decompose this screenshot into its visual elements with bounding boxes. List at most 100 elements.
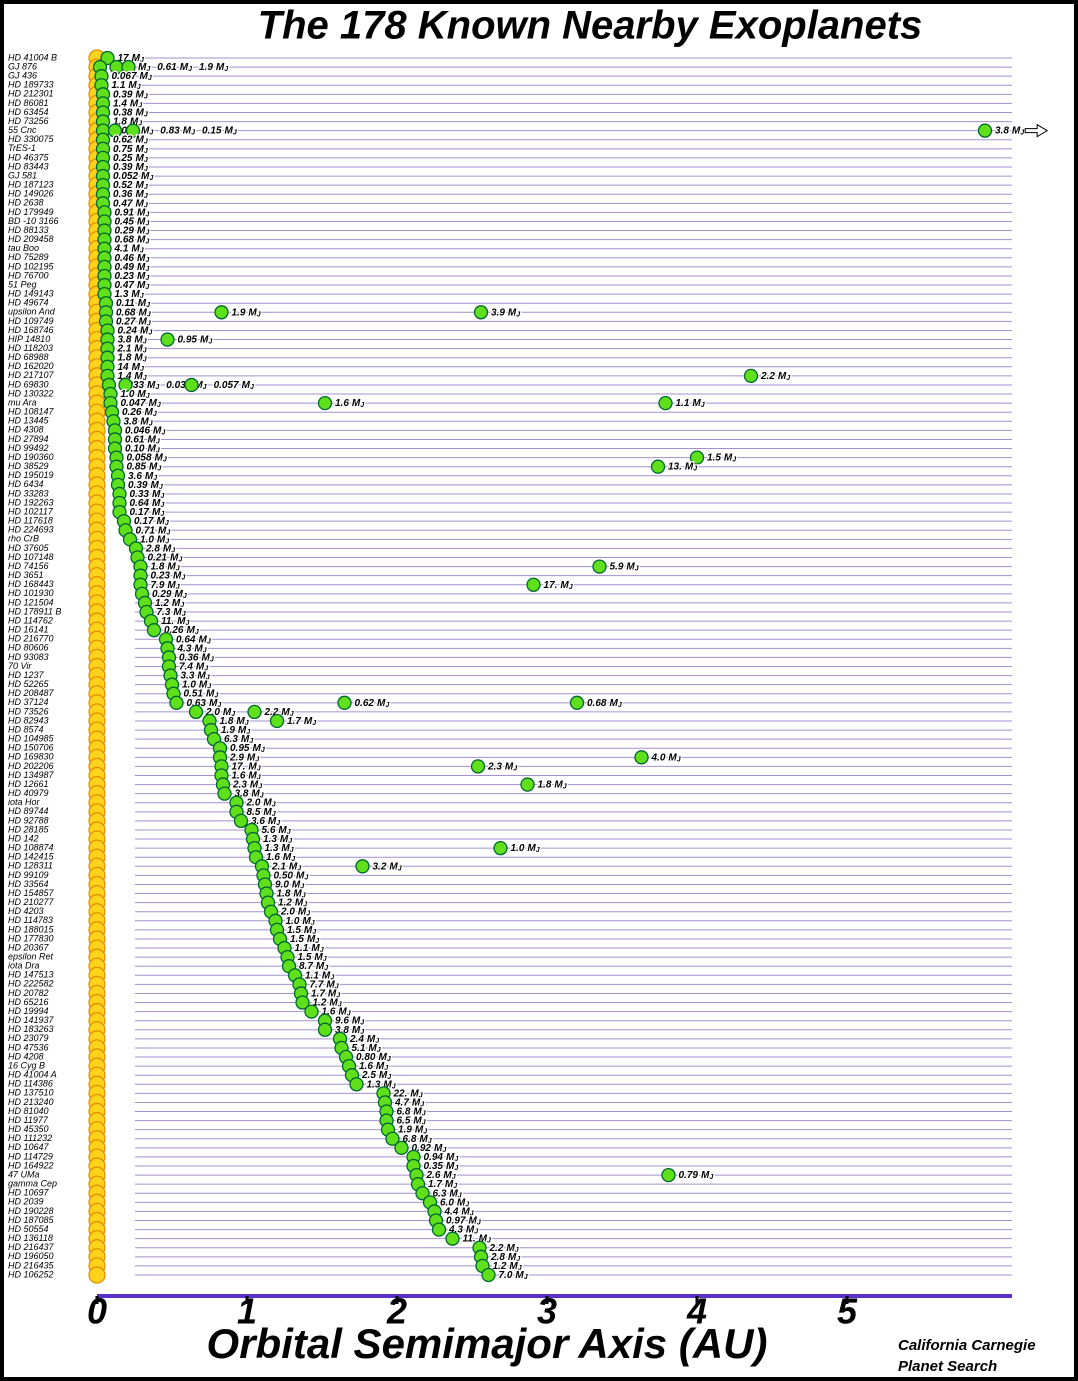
mass-unit-sub: J (536, 847, 541, 854)
mass-unit: M (236, 716, 245, 727)
mass-value: 0.052 (113, 171, 138, 182)
mass-unit-sub: J (250, 384, 255, 391)
star-name: HD 224693 (8, 525, 54, 535)
mass-value: 1.1 (676, 398, 690, 409)
mass-unit-sub: J (171, 547, 176, 554)
mass-value: 2.5 (361, 1070, 376, 1081)
mass-value: 6.8 (397, 1106, 411, 1117)
planet-mass-label: 2.3 MJ (232, 779, 263, 790)
planet (977, 123, 993, 138)
planet (394, 1140, 409, 1156)
planet-mass-label: 3.2 MJ (373, 861, 403, 872)
planet-mass-label: 0.057 MJ (214, 380, 255, 391)
planet-mass-label: 0.50 MJ (274, 870, 310, 881)
mass-unit-sub: J (165, 538, 170, 545)
mass-value: 2.0 (280, 906, 295, 917)
mass-unit: M (506, 1242, 515, 1253)
planet (269, 713, 285, 729)
mass-unit-sub: J (323, 956, 328, 963)
mass-unit-sub: J (563, 783, 568, 790)
mass-unit: M (167, 579, 176, 590)
star-name: HD 82943 (8, 715, 49, 725)
star-name: HD 216770 (8, 634, 54, 644)
planet-mass-label: 1.5 MJ (290, 934, 320, 945)
off-scale-arrow (1024, 123, 1049, 138)
mass-unit: M (322, 970, 331, 981)
mass-unit-sub: J (207, 638, 212, 645)
star-name: HD 13445 (8, 416, 50, 426)
planet (125, 123, 141, 138)
mass-unit-sub: J (569, 584, 574, 591)
mass-unit-sub: J (300, 883, 305, 890)
mass-value: 4.3 (177, 643, 192, 654)
planet-mass-label: 1.4 MJ (113, 98, 143, 109)
mass-value: 4.0 (651, 752, 666, 763)
star-name: HD 93083 (8, 652, 49, 662)
mass-unit: M (147, 443, 156, 454)
planet-mass-label: 1.0 MJ (121, 389, 151, 400)
star-name: HD 10647 (8, 1142, 50, 1152)
planet-mass-label: 17. MJ (544, 579, 574, 590)
mass-unit: M (527, 843, 536, 854)
mass-unit: M (383, 1079, 392, 1090)
mass-unit-sub: J (260, 792, 265, 799)
star-name: HD 190360 (8, 452, 54, 462)
mass-unit: M (250, 779, 259, 790)
mass-unit: M (328, 988, 337, 999)
mass-unit: M (134, 343, 143, 354)
mass-unit-sub: J (143, 338, 148, 345)
star-name: HD 164922 (8, 1160, 54, 1170)
star-name: HD 216437 (8, 1242, 55, 1252)
planet (493, 840, 508, 856)
mass-unit-sub: J (693, 466, 698, 473)
mass-value: 7.3 (157, 607, 171, 618)
star-name: HD 149026 (8, 189, 54, 199)
mass-unit: M (196, 661, 205, 672)
mass-unit-sub: J (516, 1256, 521, 1263)
planet-mass-label: 17. MJ (232, 761, 262, 772)
planet-mass-label: 1.1 MJ (112, 80, 142, 91)
mass-value: 0.27 (116, 316, 136, 327)
star-name: HD 136118 (8, 1233, 53, 1243)
mass-unit: M (419, 1133, 428, 1144)
star-name: HD 41004 B (8, 52, 57, 62)
star-name: HD 169830 (8, 752, 54, 762)
mass-unit: M (251, 788, 260, 799)
mass-unit: M (692, 398, 701, 409)
chart-title: The 178 Known Nearby Exoplanets (258, 4, 923, 48)
star-name: HD 38529 (8, 461, 49, 471)
planet-mass-label: 0.29 MJ (152, 588, 188, 599)
mass-value: 0.97 (446, 1215, 466, 1226)
mass-unit: M (145, 470, 154, 481)
planet (146, 623, 162, 638)
mass-unit-sub: J (312, 720, 317, 727)
mass-unit: M (701, 1170, 710, 1181)
mass-unit-sub: J (261, 747, 266, 754)
planet-mass-label: 0.47 MJ (113, 198, 149, 209)
mass-unit: M (199, 679, 208, 690)
planet (100, 50, 115, 66)
planet-mass-label: 1.3 MJ (115, 289, 145, 300)
mass-unit-sub: J (144, 157, 149, 164)
planet-mass-label: 0.17 MJ (130, 507, 166, 518)
star-name: HD 189733 (8, 80, 54, 90)
star-name: HD 69830 (8, 379, 49, 389)
mass-unit: M (446, 1152, 455, 1163)
mass-value: 2.2 (760, 371, 775, 382)
star-name: HD 147513 (8, 970, 54, 980)
mass-unit: M (352, 1024, 361, 1035)
star-name: HD 190228 (8, 1206, 54, 1216)
mass-unit: M (1012, 125, 1021, 136)
mass-value: 0.17 (134, 516, 154, 527)
star-name: HD 3651 (8, 570, 44, 580)
mass-value: 0.62 (355, 697, 375, 708)
mass-unit-sub: J (145, 275, 150, 282)
planet-mass-label: 0.80 MJ (356, 1052, 392, 1063)
planet (526, 577, 541, 592)
planet-mass-label: 1.9 MJ (232, 307, 262, 318)
mass-unit: M (130, 116, 139, 127)
mass-unit: M (508, 1251, 517, 1262)
star-name: HD 102195 (8, 261, 55, 271)
planet-mass-label: 1.3 MJ (263, 834, 293, 845)
star-name: HD 121504 (8, 597, 54, 607)
